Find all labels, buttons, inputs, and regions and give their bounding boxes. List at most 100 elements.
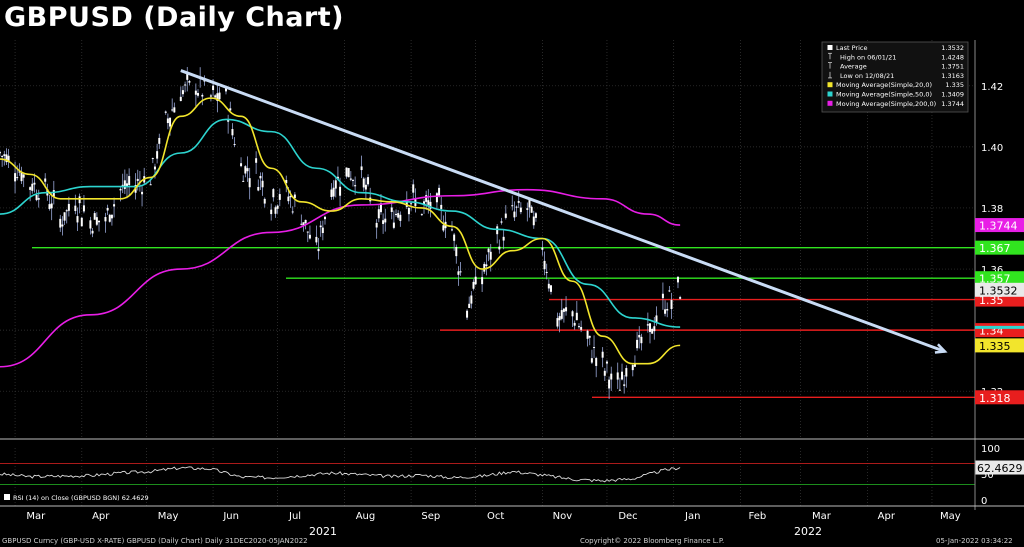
price-body [229,108,232,111]
price-body [399,214,402,221]
price-body [74,205,77,212]
price-body [33,182,36,185]
price-body [605,361,608,364]
price-body [577,326,580,328]
price-body [308,234,311,239]
price-body [640,336,643,344]
price-body [293,194,296,199]
price-body [618,389,621,391]
grid [0,40,975,506]
price-body [590,358,593,363]
price-body [98,220,101,223]
price-body [188,81,191,83]
price-body [121,184,124,186]
price-body [453,234,456,241]
price-body [407,207,410,215]
price-body [169,117,172,127]
legend-value-0: 1.3532 [941,44,964,52]
legend-value-6: 1.3744 [941,100,964,108]
price-body [141,191,144,195]
price-body [306,231,309,233]
price-body [410,203,413,205]
price-body [287,196,290,202]
legend-value-2: 1.3751 [941,63,964,71]
price-body [95,217,98,225]
series-badge-bg [975,282,1024,297]
rsi-tick-label: 0 [981,496,987,507]
y-tick-label: 1.40 [981,143,1003,154]
price-body [274,207,277,214]
rsi-title: RSI (14) on Close (GBPUSD BGN) 62.4629 [13,494,149,502]
price-body [530,206,533,213]
price-body [397,213,400,218]
legend-label-0: Last Price [836,44,867,52]
x-tick-label: May [940,511,961,522]
y-tick-label: 1.38 [981,204,1003,215]
price-body [653,326,656,332]
price-body [593,347,596,349]
price-body [158,137,161,144]
price-body [50,203,53,209]
price-body [242,180,245,182]
price-body [384,218,387,223]
y-tick-label: 1.36 [981,265,1003,276]
x-year-label: 2022 [794,525,822,538]
legend-label-1: High on 06/01/21 [840,53,896,61]
price-body [330,189,333,198]
legend-value-5: 1.3409 [941,91,964,99]
price-body [423,201,426,205]
price-body [435,193,438,203]
legend-value-3: 1.3163 [941,72,964,80]
price-body [633,363,636,367]
legend-label-2: Average [840,63,867,71]
price-body [483,263,486,272]
price-body [498,246,501,250]
price-body [472,281,475,289]
price-body [82,205,85,212]
price-body [345,167,348,177]
legend-swatch-4 [827,82,833,88]
price-body [315,236,318,243]
price-body [517,201,520,203]
price-body [670,300,673,309]
price-body [519,207,522,213]
price-body [364,184,367,190]
price-body [194,90,197,95]
price-body [289,195,292,198]
price-body [676,276,679,283]
legend-value-4: 1.335 [945,81,964,89]
price-body [655,315,658,323]
price-body [349,178,352,180]
price-body [457,271,460,275]
price-body [580,326,583,330]
price-body [455,247,458,257]
series-badge-ma20: 1.335 [979,340,1011,353]
price-body [375,222,378,228]
rsi-panel: 0 50 100 62.4629 RSI (14) on Close (GBPUSD B… [0,444,1024,507]
price-body [52,190,55,197]
price-body [209,95,212,97]
price-body [354,185,357,187]
chart-title: GBPUSD (Daily Chart) [4,2,345,33]
price-body [20,172,23,182]
price-body [571,311,574,317]
price-body [317,249,320,252]
price-body [136,178,139,181]
price-body [664,309,667,314]
price-body [125,183,128,188]
price-body [171,109,174,111]
price-body [360,166,363,171]
price-body [543,260,546,270]
series-badge-bg [975,338,1024,353]
price-body [450,229,453,231]
price-body [466,310,469,318]
level-badge-label: 1.35 [979,294,1004,307]
price-body [123,180,126,189]
price-body [104,216,107,222]
price-body [666,309,669,311]
price-body [0,152,1,154]
price-body [37,198,40,200]
price-body [18,171,21,173]
